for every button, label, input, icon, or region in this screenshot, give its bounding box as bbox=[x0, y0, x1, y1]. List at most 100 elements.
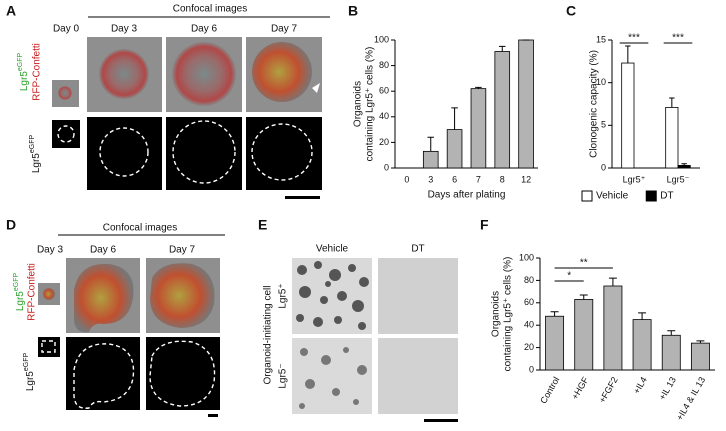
day-label: Day 7 bbox=[271, 24, 298, 35]
bar bbox=[494, 51, 511, 169]
label-base: Lgr5 bbox=[15, 291, 26, 311]
x-tick-label: Control bbox=[538, 375, 561, 405]
y-tick-label: 15 bbox=[596, 34, 606, 44]
image bbox=[146, 337, 220, 410]
y-tick-label: 20 bbox=[379, 137, 389, 147]
bar bbox=[603, 285, 623, 371]
bar bbox=[690, 342, 710, 371]
column-label: DT bbox=[411, 244, 424, 255]
day-label: Day 6 bbox=[90, 245, 117, 256]
y-tick-label: 10 bbox=[596, 77, 606, 87]
organoids bbox=[299, 347, 367, 409]
significance: * bbox=[567, 271, 571, 282]
panel-label: A bbox=[6, 3, 16, 19]
y-axis-label: containing Lgr5⁺ cells (%) bbox=[365, 47, 376, 162]
image bbox=[378, 338, 458, 414]
error-bar bbox=[625, 45, 631, 64]
bar bbox=[446, 129, 463, 169]
panel-label: F bbox=[480, 217, 489, 233]
column-label: Vehicle bbox=[316, 244, 349, 255]
bar bbox=[574, 299, 594, 371]
day-label: Day 7 bbox=[169, 245, 196, 256]
error-bar bbox=[638, 312, 647, 320]
label-sup: eGFP bbox=[13, 273, 20, 292]
y-tick-label: 40 bbox=[379, 111, 389, 121]
row-title: Organoid-initiating cell bbox=[263, 286, 274, 385]
row-label: Lgr5eGFP bbox=[29, 135, 42, 174]
organoid bbox=[43, 288, 55, 300]
y-tick-label: 60 bbox=[524, 297, 534, 307]
organoid bbox=[99, 49, 149, 99]
organoids bbox=[296, 261, 369, 330]
y-tick-label: 5 bbox=[601, 120, 606, 130]
y-axis-label: Clonogenic capacity (%) bbox=[589, 50, 600, 158]
panel-label: C bbox=[566, 3, 576, 19]
y-tick-label: 0 bbox=[529, 364, 534, 374]
significance: ** bbox=[580, 258, 588, 269]
day-label: Day 3 bbox=[37, 245, 64, 256]
bar bbox=[518, 39, 534, 169]
x-tick-label: +IL 13 bbox=[657, 375, 678, 402]
organoid bbox=[252, 42, 312, 102]
outline bbox=[172, 120, 236, 184]
x-tick-label: +IL4 bbox=[631, 375, 649, 395]
header: Confocal images bbox=[103, 223, 177, 234]
row-label: Lgr5eGFP bbox=[13, 273, 26, 312]
panel-label: E bbox=[258, 217, 267, 233]
row-label: RFP-Confetti bbox=[32, 43, 43, 101]
x-tick-label: 12 bbox=[521, 174, 531, 184]
panel-d: D Confocal images Day 3 Day 6 Day 7 Lgr5… bbox=[6, 217, 225, 417]
scale-bar bbox=[285, 196, 320, 199]
significance: *** bbox=[672, 33, 684, 44]
significance: *** bbox=[628, 33, 640, 44]
organoid bbox=[150, 263, 215, 328]
image bbox=[52, 120, 80, 148]
label-base: Lgr5 bbox=[19, 71, 30, 91]
x-tick-label: +HGF bbox=[570, 375, 591, 401]
scale-bar bbox=[208, 414, 218, 417]
panel-label: B bbox=[348, 3, 358, 19]
outline bbox=[41, 340, 56, 353]
x-tick-label: 8 bbox=[500, 174, 505, 184]
bar bbox=[661, 334, 681, 371]
outline bbox=[73, 343, 135, 409]
bar bbox=[665, 107, 679, 169]
bar bbox=[545, 315, 565, 371]
error-bar bbox=[681, 163, 687, 166]
scale-bar bbox=[424, 419, 458, 422]
image bbox=[166, 117, 242, 190]
error-bar bbox=[427, 136, 435, 152]
error-bar bbox=[550, 311, 559, 317]
label-sup: eGFP bbox=[23, 353, 30, 372]
label-base: Lgr5 bbox=[25, 371, 36, 391]
label-sup: eGFP bbox=[29, 135, 36, 154]
day-label: Day 0 bbox=[53, 24, 80, 35]
legend-swatch bbox=[581, 190, 593, 202]
image bbox=[66, 337, 140, 410]
day-label: Day 3 bbox=[111, 24, 138, 35]
bar bbox=[677, 165, 691, 169]
error-bar bbox=[579, 294, 588, 300]
outline bbox=[149, 340, 216, 407]
panel-e: E Vehicle DT Organoid-initiating cell Lg… bbox=[258, 217, 458, 422]
arrowhead bbox=[312, 83, 320, 93]
legend-label: Vehicle bbox=[596, 191, 629, 202]
organoid bbox=[74, 263, 134, 333]
image bbox=[378, 258, 458, 334]
x-tick-label: Lgr5⁻ bbox=[667, 174, 690, 184]
x-tick-label: Lgr5⁺ bbox=[623, 174, 646, 184]
organoid bbox=[172, 42, 236, 106]
legend-label: DT bbox=[660, 191, 673, 202]
error-bar bbox=[696, 340, 705, 344]
y-tick-label: 0 bbox=[384, 162, 389, 172]
y-tick-label: 100 bbox=[374, 34, 389, 44]
header: Confocal images bbox=[173, 4, 247, 15]
row-label: Lgr5⁺ bbox=[278, 283, 289, 308]
x-tick-label: 7 bbox=[476, 174, 481, 184]
error-bar bbox=[451, 107, 458, 130]
error-bar bbox=[498, 45, 506, 52]
x-tick-label: 0 bbox=[404, 174, 409, 184]
y-tick-label: 100 bbox=[519, 252, 534, 262]
day-label: Day 6 bbox=[191, 24, 218, 35]
